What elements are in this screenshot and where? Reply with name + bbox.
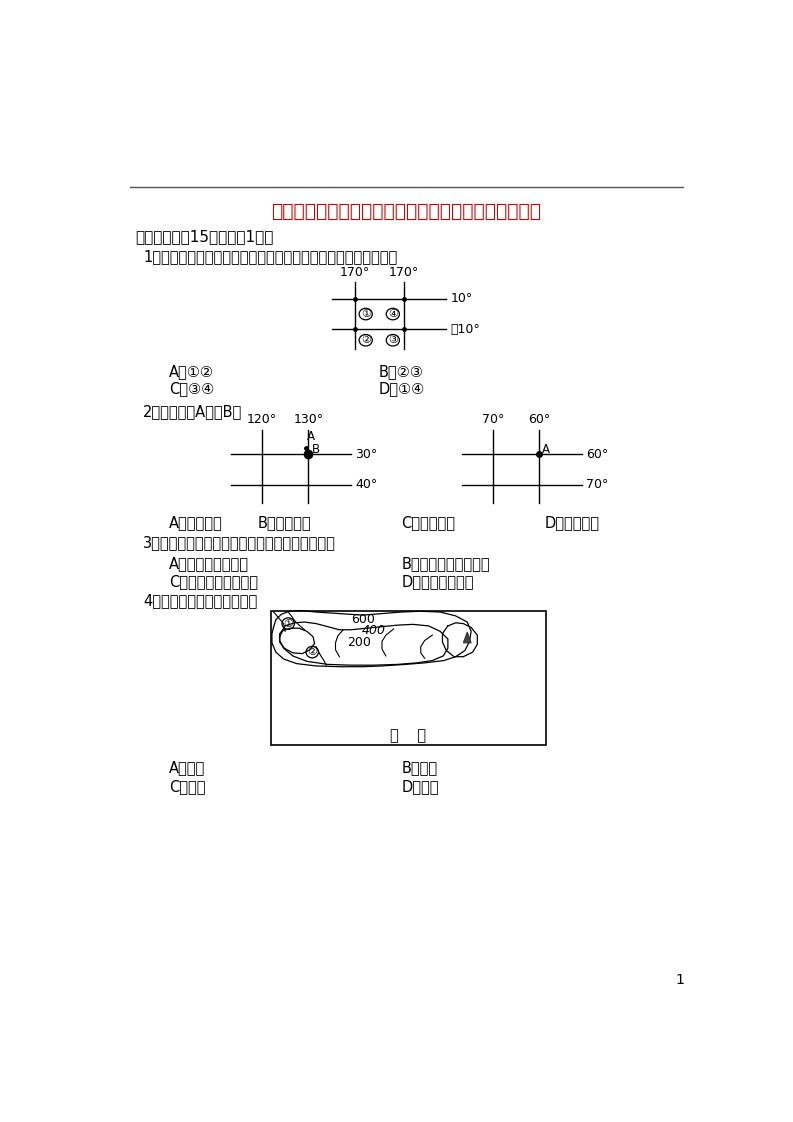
Text: 1．图中四点既位于北半球，又位于西北球，同时又是低纬度的有: 1．图中四点既位于北半球，又位于西北球，同时又是低纬度的有 [144, 249, 397, 264]
Text: 130°: 130° [293, 414, 324, 426]
Text: A．海南岛终年如夏: A．海南岛终年如夏 [169, 557, 249, 571]
Text: 170°: 170° [339, 266, 370, 279]
Text: 120°: 120° [247, 414, 277, 426]
Text: 30°: 30° [355, 448, 377, 461]
Text: B．山峰: B．山峰 [401, 760, 438, 775]
Text: ②: ② [361, 335, 370, 346]
Polygon shape [463, 632, 471, 643]
Text: A．正北方向: A．正北方向 [169, 515, 223, 531]
Text: 江西省吉安市朝宗实验学校九年级地理上学期期中试题: 江西省吉安市朝宗实验学校九年级地理上学期期中试题 [271, 202, 541, 221]
Text: 170°: 170° [389, 266, 419, 279]
Text: 40°: 40° [355, 478, 377, 491]
Text: C．西南方向: C．西南方向 [401, 515, 455, 531]
Text: 耕    地: 耕 地 [390, 728, 427, 744]
Bar [271, 610, 546, 745]
Text: ②: ② [307, 647, 317, 657]
Text: 70°: 70° [481, 414, 504, 426]
Text: B: B [312, 443, 320, 456]
Text: B．青藏高原气候寒冷: B．青藏高原气候寒冷 [401, 557, 490, 571]
Text: A．①②: A．①② [169, 365, 214, 379]
Text: D．威海夏季凉爽: D．威海夏季凉爽 [401, 573, 474, 589]
Text: ①: ① [361, 309, 370, 319]
Text: 2．下图中，A位于B的: 2．下图中，A位于B的 [144, 404, 243, 420]
Text: 4．图中看不到的地形部位是: 4．图中看不到的地形部位是 [144, 594, 258, 608]
Text: D．西北方向: D．西北方向 [545, 515, 600, 531]
Text: 70°: 70° [586, 478, 608, 491]
Text: 60°: 60° [586, 448, 608, 461]
Text: 1: 1 [676, 973, 684, 987]
Text: D．①④: D．①④ [378, 381, 424, 396]
Text: ④: ④ [388, 309, 398, 319]
Text: B．东南方向: B．东南方向 [258, 515, 312, 531]
Text: C．新疆地区气候干燥: C．新疆地区气候干燥 [169, 573, 258, 589]
Text: 200: 200 [347, 635, 370, 649]
Text: 400: 400 [362, 624, 386, 637]
Text: 600: 600 [351, 614, 374, 626]
Text: A: A [542, 443, 550, 456]
Text: A．鞍部: A．鞍部 [169, 760, 205, 775]
Text: ③: ③ [388, 335, 398, 346]
Text: D．山谷: D．山谷 [401, 780, 439, 794]
Text: 3．下列地区的气候特点主要由纬度原因造成的是: 3．下列地区的气候特点主要由纬度原因造成的是 [144, 535, 336, 550]
Text: －10°: －10° [450, 323, 480, 335]
Text: C．山脊: C．山脊 [169, 780, 205, 794]
Text: C．③④: C．③④ [169, 381, 214, 396]
Text: 60°: 60° [528, 414, 550, 426]
Text: A: A [307, 431, 315, 443]
Text: ①: ① [283, 618, 293, 628]
Text: 10°: 10° [450, 292, 473, 305]
Text: 一、选择题（15分，每题1分）: 一、选择题（15分，每题1分） [136, 230, 274, 245]
Text: B．②③: B．②③ [378, 365, 423, 379]
